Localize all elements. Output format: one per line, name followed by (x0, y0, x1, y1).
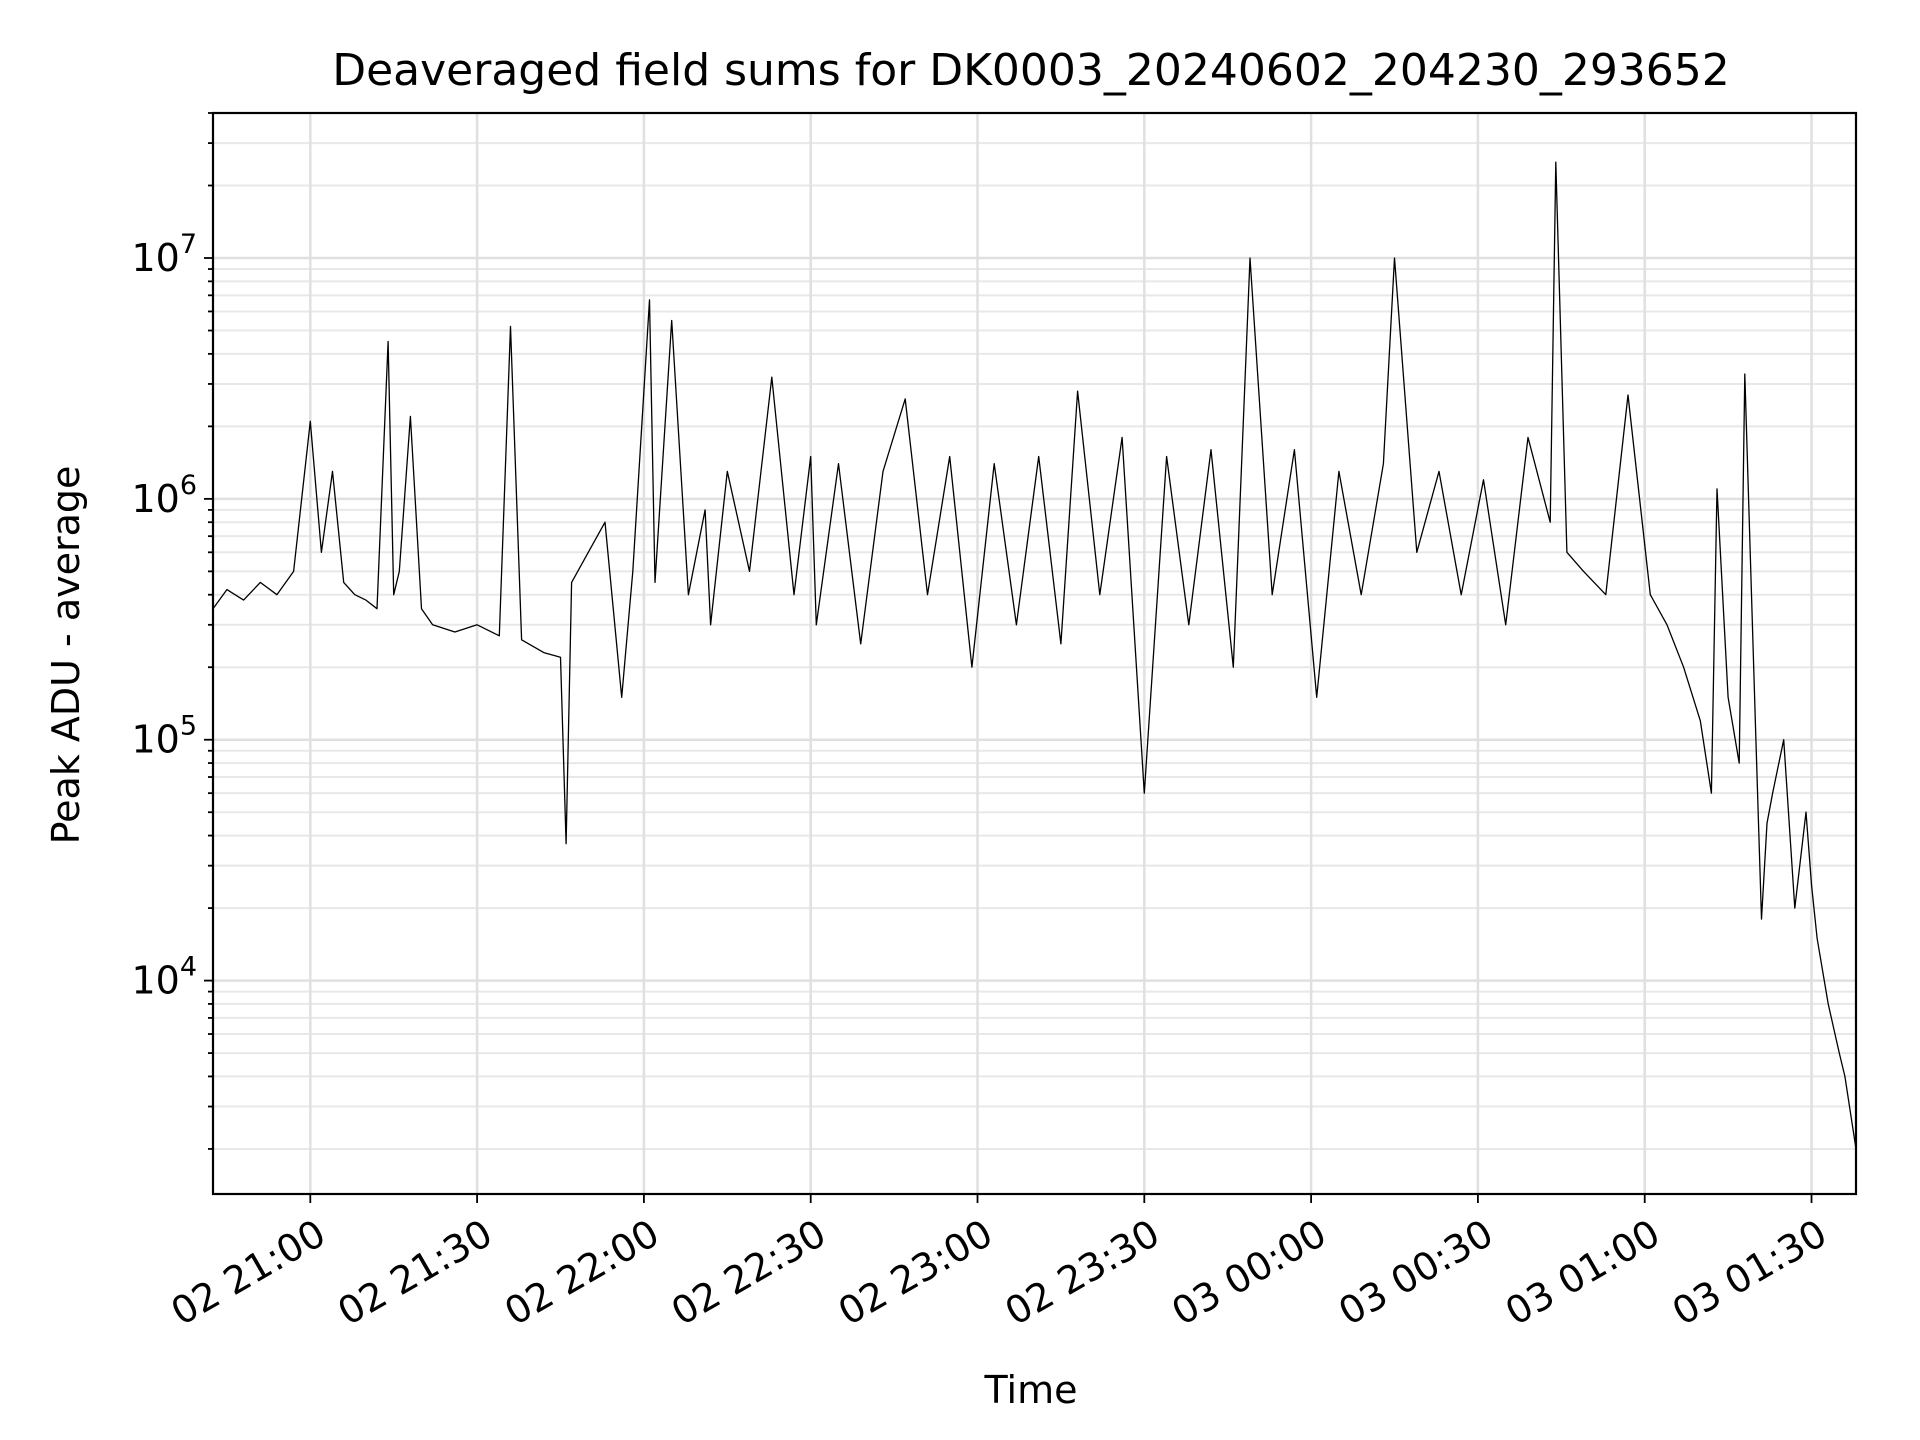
y-axis-label: Peak ADU - average (44, 466, 88, 845)
y-tick-label: 104 (131, 952, 197, 1003)
y-tick-labels: 104 105 106 107 (131, 229, 197, 1003)
x-axis-label: Time (984, 1368, 1078, 1412)
y-tick-label: 106 (131, 470, 197, 521)
plot-frame (211, 111, 1858, 1196)
y-tick-label: 107 (131, 229, 197, 280)
series-line (212, 161, 1857, 1149)
y-tick-label: 105 (131, 711, 197, 762)
series-layer (212, 161, 1857, 1149)
chart-title: Deaveraged field sums for DK0003_2024060… (332, 45, 1730, 96)
